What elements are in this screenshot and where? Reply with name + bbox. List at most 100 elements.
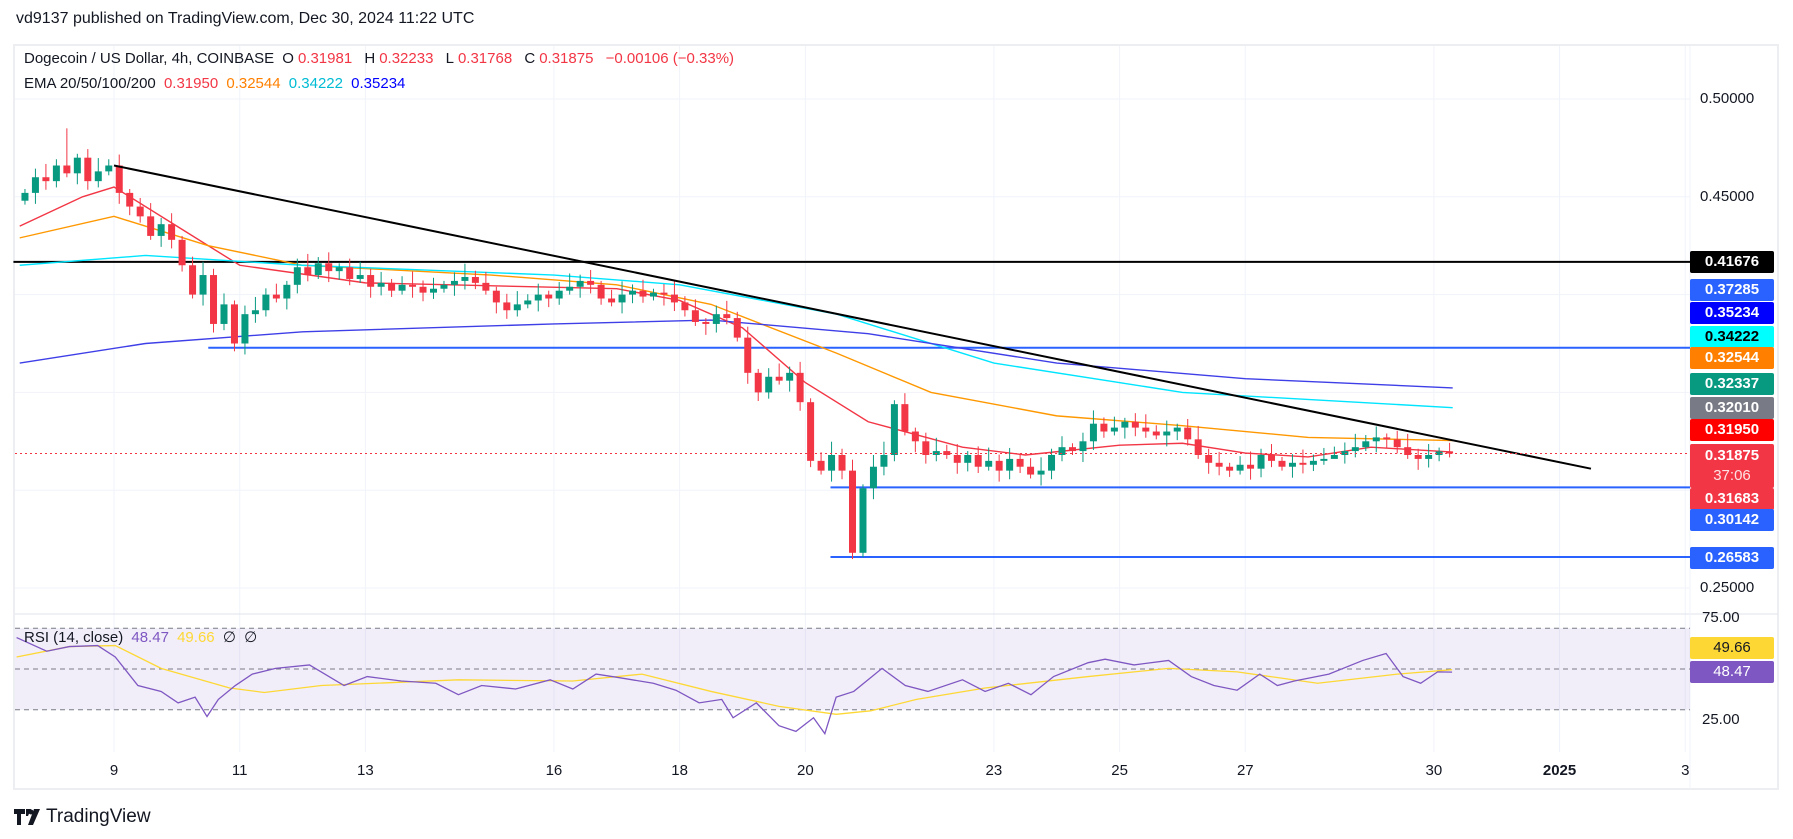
- candle-up: [377, 282, 385, 287]
- bar-countdown: 37:06: [1713, 467, 1751, 484]
- candle-down: [1016, 458, 1024, 467]
- candle-up: [765, 376, 773, 393]
- price-label-resistance: 0.41676: [1690, 251, 1774, 273]
- candle-down: [304, 267, 312, 276]
- candle-up: [94, 171, 102, 182]
- price-tick: 0.25000: [1700, 579, 1755, 596]
- candle-up: [1110, 427, 1118, 432]
- candle-up: [869, 466, 877, 489]
- candle-up: [964, 454, 972, 463]
- change-value: −0.00106 (−0.33%): [605, 50, 735, 67]
- candle-up: [859, 488, 867, 553]
- candle-down: [1226, 466, 1234, 471]
- candle-down: [230, 304, 238, 344]
- candle-down: [775, 376, 783, 381]
- time-tick: 2025: [1542, 762, 1577, 779]
- candle-up: [157, 224, 165, 236]
- candle-down: [995, 460, 1003, 471]
- candle-up: [356, 275, 364, 279]
- time-tick: 9: [109, 762, 119, 779]
- candle-up: [1079, 441, 1087, 452]
- candle-up: [555, 290, 563, 299]
- candle-up: [314, 263, 322, 276]
- candle-up: [73, 157, 81, 174]
- ema-title[interactable]: EMA 20/50/100/200: [24, 75, 156, 92]
- high-value: H 0.32233: [364, 50, 434, 67]
- rsi-empty-1: ∅: [222, 629, 236, 646]
- rsi-title[interactable]: RSI (14, close): [24, 629, 124, 646]
- candle-up: [828, 454, 836, 471]
- candle-up: [461, 276, 469, 281]
- rsi-ma-value: 49.66: [177, 629, 215, 646]
- candle-down: [168, 224, 176, 240]
- rsi-tick: 75.00: [1702, 609, 1740, 626]
- trendline: [113, 164, 1592, 470]
- candle-up: [105, 165, 113, 172]
- candle-up: [450, 280, 458, 285]
- candle-up: [52, 165, 60, 182]
- time-tick: 27: [1236, 762, 1254, 779]
- price-label-ema200: 0.35234: [1690, 302, 1774, 324]
- candle-down: [1383, 437, 1391, 440]
- price-label-support-2: 0.30142: [1690, 509, 1774, 531]
- time-tick: 11: [231, 762, 248, 779]
- rsi-ma-line: [16, 644, 1453, 715]
- candle-up: [440, 284, 448, 289]
- candle-down: [1247, 464, 1255, 469]
- candle-down: [1131, 421, 1139, 428]
- time-tick: 18: [671, 762, 688, 779]
- candle-up: [251, 310, 259, 315]
- candle-down: [503, 302, 511, 311]
- candle-up: [618, 294, 626, 303]
- rsi-ma-axis-label: 49.66: [1690, 637, 1774, 659]
- price-label-support-3: 0.26583: [1690, 547, 1774, 569]
- candle-up: [1425, 454, 1433, 459]
- candle-down: [84, 157, 92, 182]
- candle-up: [1037, 470, 1045, 475]
- candle-up: [1330, 454, 1338, 459]
- price-label-ema20: 0.31950: [1690, 419, 1774, 441]
- candle-down: [189, 265, 197, 295]
- candle-up: [335, 267, 343, 272]
- tradingview-logo-icon: [14, 809, 40, 825]
- candle-down: [1446, 451, 1454, 454]
- candle-up: [786, 372, 794, 381]
- price-label-support-1: 0.37285: [1690, 279, 1774, 301]
- candle-down: [1393, 439, 1401, 448]
- candle-up: [31, 177, 39, 193]
- candle-down: [346, 267, 354, 279]
- candle-down: [723, 314, 731, 319]
- candle-up: [629, 290, 637, 295]
- tradingview-logo[interactable]: TradingView: [14, 806, 151, 828]
- candle-down: [325, 263, 333, 272]
- candle-up: [880, 454, 888, 467]
- candle-down: [1299, 462, 1307, 465]
- candle-down: [210, 275, 218, 324]
- candle-up: [513, 304, 521, 311]
- candle-down: [911, 431, 919, 442]
- candle-up: [1320, 458, 1328, 461]
- candle-down: [1205, 454, 1213, 463]
- candle-down: [639, 290, 647, 297]
- candle-down: [545, 294, 553, 299]
- candle-down: [807, 402, 815, 461]
- candle-down: [1142, 427, 1150, 432]
- symbol-legend: Dogecoin / US Dollar, 4h, COINBASE O 0.31…: [24, 50, 738, 67]
- candle-up: [1236, 464, 1244, 471]
- candle-up: [283, 284, 291, 299]
- time-tick: 13: [357, 762, 374, 779]
- symbol-title[interactable]: Dogecoin / US Dollar, 4h, COINBASE: [24, 50, 275, 67]
- price-tick: 0.50000: [1700, 90, 1755, 107]
- candle-up: [576, 280, 584, 287]
- candle-down: [367, 275, 375, 287]
- candle-up: [1341, 451, 1349, 455]
- time-tick: 3: [1681, 762, 1690, 779]
- candle-up: [1309, 460, 1317, 465]
- candle-up: [293, 267, 301, 285]
- candle-up: [220, 304, 228, 324]
- ema50-value: 0.32544: [226, 75, 281, 92]
- price-tick: 0.45000: [1700, 188, 1755, 205]
- low-value: L 0.31768: [445, 50, 513, 67]
- ema-line-200: [19, 319, 1453, 389]
